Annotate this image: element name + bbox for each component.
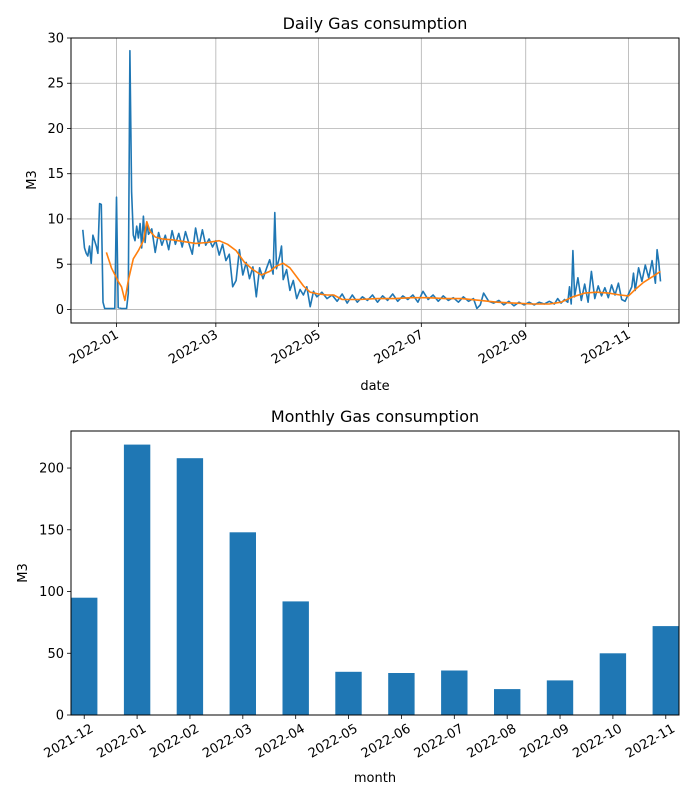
y-axis: 0 50 100 150 200	[39, 462, 71, 724]
y-tick-label: 150	[39, 523, 64, 538]
y-axis: 0 5 10 15 20 25 30	[47, 32, 71, 318]
y-tick-label: 100	[39, 585, 64, 600]
y-tick-label: 25	[47, 77, 64, 92]
plot-frame	[70, 37, 680, 324]
bars	[71, 444, 679, 715]
daily-series-line	[82, 49, 662, 310]
x-tick-label: 2022-07	[372, 327, 427, 367]
x-axis-label: month	[354, 771, 396, 786]
y-tick-label: 50	[47, 647, 64, 662]
rolling-series-line	[105, 220, 661, 305]
daily-gas-chart: Daily Gas consumption 0 5 10 15 20 25 30 2022-…	[25, 14, 680, 394]
y-tick-label: 30	[47, 32, 64, 47]
bar	[388, 673, 415, 715]
x-tick-label: 2022-06	[359, 721, 414, 761]
bar	[546, 680, 574, 715]
y-tick-label: 200	[39, 462, 64, 477]
x-tick-label: 2022-08	[465, 721, 520, 761]
gridlines	[71, 37, 679, 323]
x-tick-label: 2022-01	[95, 721, 150, 761]
x-tick-label: 2022-11	[623, 721, 678, 761]
x-tick-label: 2021-12	[42, 721, 97, 761]
x-tick-label: 2022-11	[579, 327, 634, 367]
y-tick-label: 0	[56, 709, 64, 724]
monthly-gas-chart: Monthly Gas consumption 0 50 100 150 200 202…	[16, 407, 680, 786]
bar	[71, 597, 98, 715]
x-axis-label: date	[360, 379, 389, 394]
bar	[335, 671, 362, 715]
y-tick-label: 20	[47, 122, 64, 137]
chart-title: Monthly Gas consumption	[271, 407, 479, 426]
bar	[229, 532, 256, 715]
x-tick-label: 2022-03	[200, 721, 255, 761]
x-tick-label: 2022-05	[306, 721, 361, 761]
chart-title: Daily Gas consumption	[283, 14, 468, 33]
x-tick-label: 2022-09	[476, 327, 531, 367]
y-tick-label: 10	[47, 212, 64, 227]
x-tick-label: 2022-02	[147, 721, 202, 761]
x-tick-label: 2022-03	[166, 327, 221, 367]
x-tick-label: 2022-04	[253, 721, 308, 761]
y-tick-label: 0	[56, 303, 64, 318]
bar	[282, 601, 309, 715]
y-tick-label: 5	[56, 258, 64, 273]
x-axis: 2022-01 2022-03 2022-05 2022-07 2022-09 2022-…	[67, 323, 634, 368]
bar	[599, 653, 627, 715]
x-tick-label: 2022-05	[269, 327, 324, 367]
bar	[123, 444, 151, 715]
x-tick-label: 2022-07	[412, 721, 467, 761]
x-tick-label: 2022-09	[517, 721, 572, 761]
y-axis-label: M3	[25, 170, 40, 190]
y-axis-label: M3	[16, 563, 31, 583]
plot-lines	[82, 49, 662, 310]
x-axis: 2021-122022-012022-022022-032022-042022-…	[42, 715, 678, 762]
bar	[441, 670, 468, 715]
y-tick-label: 15	[47, 167, 64, 182]
x-tick-label: 2022-01	[67, 327, 122, 367]
bar	[652, 626, 679, 715]
plot-frame	[70, 430, 680, 716]
x-tick-label: 2022-10	[570, 721, 625, 761]
bar	[494, 689, 521, 715]
bar	[176, 458, 204, 715]
